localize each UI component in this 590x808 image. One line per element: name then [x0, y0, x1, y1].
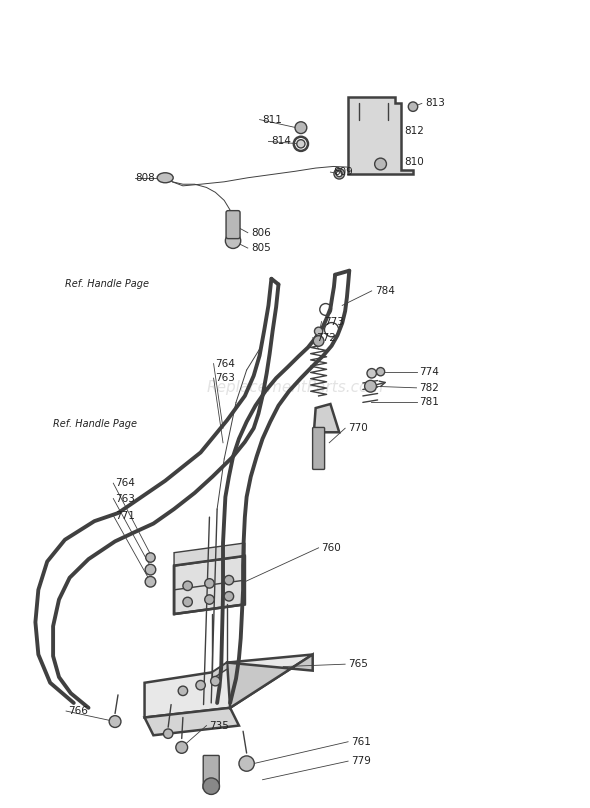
- Circle shape: [225, 234, 241, 248]
- Text: 764: 764: [215, 359, 235, 368]
- Polygon shape: [348, 97, 413, 174]
- Circle shape: [376, 368, 385, 376]
- Text: ReplacementParts.com: ReplacementParts.com: [206, 381, 384, 395]
- Text: 770: 770: [348, 423, 368, 433]
- Text: 764: 764: [115, 478, 135, 488]
- Text: 763: 763: [215, 373, 235, 383]
- Text: 808: 808: [136, 173, 155, 183]
- Circle shape: [365, 381, 376, 392]
- Circle shape: [196, 680, 205, 690]
- Circle shape: [145, 564, 156, 575]
- Circle shape: [163, 729, 173, 739]
- Polygon shape: [145, 708, 239, 735]
- Text: 763: 763: [115, 494, 135, 503]
- Polygon shape: [174, 556, 245, 614]
- Circle shape: [336, 170, 342, 177]
- Text: 811: 811: [263, 115, 283, 124]
- Circle shape: [334, 168, 345, 179]
- Circle shape: [211, 676, 220, 686]
- Circle shape: [295, 122, 307, 133]
- Text: 809: 809: [333, 167, 353, 177]
- Text: 784: 784: [375, 286, 395, 296]
- FancyBboxPatch shape: [226, 211, 240, 238]
- Text: 735: 735: [209, 721, 230, 730]
- Text: 771: 771: [115, 511, 135, 520]
- Text: 766: 766: [68, 706, 88, 716]
- Text: 760: 760: [322, 543, 341, 553]
- Polygon shape: [212, 663, 227, 679]
- Polygon shape: [314, 404, 339, 432]
- Ellipse shape: [157, 173, 173, 183]
- Text: 765: 765: [348, 659, 368, 669]
- Text: 781: 781: [419, 398, 439, 407]
- Circle shape: [205, 579, 214, 588]
- Text: 774: 774: [419, 367, 439, 377]
- Text: 805: 805: [251, 243, 270, 253]
- Circle shape: [178, 686, 188, 696]
- Text: 806: 806: [251, 228, 270, 238]
- FancyBboxPatch shape: [203, 755, 219, 789]
- Circle shape: [183, 597, 192, 607]
- Circle shape: [239, 756, 254, 771]
- Circle shape: [183, 581, 192, 591]
- Circle shape: [109, 716, 121, 727]
- Circle shape: [313, 335, 324, 347]
- Circle shape: [408, 102, 418, 112]
- Circle shape: [203, 778, 219, 794]
- Circle shape: [146, 553, 155, 562]
- Circle shape: [375, 158, 386, 170]
- Polygon shape: [174, 543, 245, 566]
- Circle shape: [367, 368, 376, 378]
- Text: 813: 813: [425, 99, 445, 108]
- Text: Ref. Handle Page: Ref. Handle Page: [65, 280, 149, 289]
- Circle shape: [145, 576, 156, 587]
- Circle shape: [314, 327, 323, 335]
- Text: 773: 773: [324, 317, 345, 326]
- Text: 812: 812: [404, 126, 424, 136]
- Text: 761: 761: [351, 737, 371, 747]
- Text: Ref. Handle Page: Ref. Handle Page: [53, 419, 137, 429]
- Circle shape: [224, 591, 234, 601]
- Text: 810: 810: [404, 157, 424, 166]
- Text: 814: 814: [271, 137, 291, 146]
- Polygon shape: [227, 654, 313, 708]
- Circle shape: [224, 575, 234, 585]
- Circle shape: [176, 742, 188, 753]
- Text: 772: 772: [316, 333, 336, 343]
- FancyBboxPatch shape: [313, 427, 324, 469]
- Text: 782: 782: [419, 383, 439, 393]
- Text: 779: 779: [351, 756, 371, 766]
- Polygon shape: [145, 654, 313, 718]
- Circle shape: [297, 140, 305, 148]
- Circle shape: [205, 595, 214, 604]
